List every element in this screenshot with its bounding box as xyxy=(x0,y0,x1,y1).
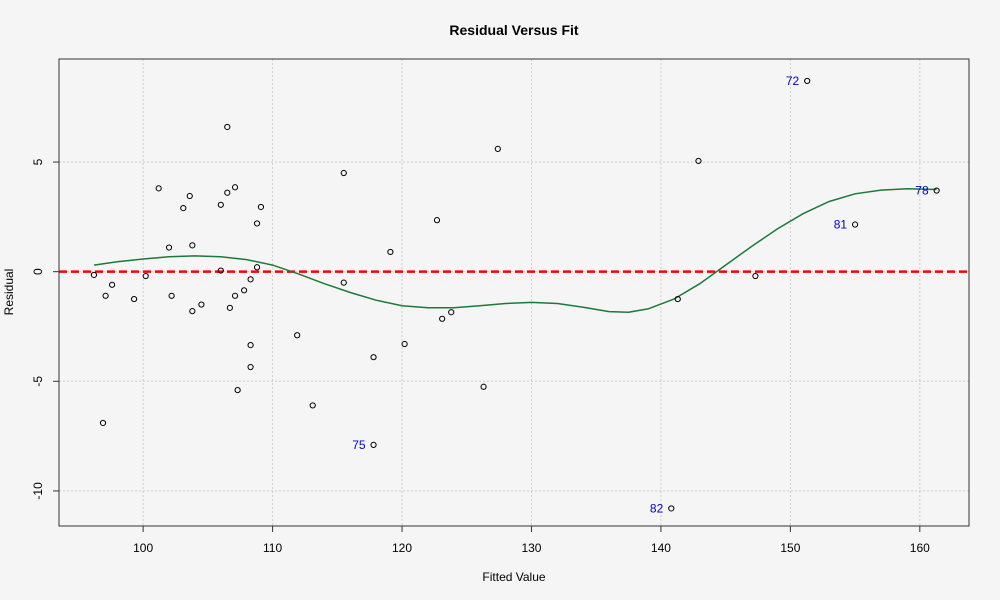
data-point xyxy=(186,192,193,200)
data-point xyxy=(108,281,116,288)
data-point xyxy=(90,271,98,279)
data-point xyxy=(480,383,487,390)
data-point xyxy=(231,292,239,299)
data-point xyxy=(370,441,377,448)
data-point xyxy=(189,308,196,315)
data-point xyxy=(257,203,265,211)
data-points xyxy=(90,77,940,512)
data-point xyxy=(241,287,248,294)
data-point xyxy=(439,315,446,322)
point-annotations: 75 82 72 81 78 xyxy=(352,74,929,516)
smooth-fit-line xyxy=(93,188,937,313)
data-point xyxy=(370,354,377,361)
data-point xyxy=(933,187,940,194)
data-point xyxy=(217,267,224,274)
data-point xyxy=(99,419,107,427)
point-label: 81 xyxy=(834,218,848,232)
data-point xyxy=(387,248,394,256)
point-label: 72 xyxy=(786,74,800,88)
point-label: 75 xyxy=(352,438,366,452)
data-point xyxy=(247,363,254,371)
data-point xyxy=(189,242,196,249)
data-point xyxy=(253,220,261,227)
y-tick-label: -10 xyxy=(31,482,45,500)
data-point xyxy=(130,295,138,303)
data-point xyxy=(494,145,501,152)
y-tick-label: -5 xyxy=(31,376,45,387)
data-point xyxy=(668,505,675,512)
data-point xyxy=(253,264,261,271)
plot-frame xyxy=(58,58,970,527)
data-point xyxy=(168,292,175,299)
y-tick-label: 0 xyxy=(31,268,45,275)
x-tick-label: 110 xyxy=(263,541,282,555)
point-label: 78 xyxy=(915,184,929,198)
data-point xyxy=(247,342,254,349)
data-point xyxy=(448,309,455,316)
y-axis-ticks: -10 -5 0 5 xyxy=(31,158,59,500)
data-point xyxy=(851,221,859,228)
data-point xyxy=(433,217,441,224)
grid-lines xyxy=(59,59,969,526)
data-point xyxy=(165,244,173,251)
data-point xyxy=(217,201,224,208)
data-point xyxy=(180,204,187,212)
x-tick-label: 140 xyxy=(651,541,671,555)
data-point xyxy=(226,304,233,311)
data-point xyxy=(674,295,681,303)
data-point xyxy=(695,157,702,165)
data-point xyxy=(309,402,316,409)
point-label: 82 xyxy=(650,501,664,515)
data-point xyxy=(231,184,239,191)
data-point xyxy=(155,185,162,192)
data-point xyxy=(294,332,301,339)
x-tick-label: 150 xyxy=(780,541,800,555)
data-point xyxy=(340,279,347,286)
data-point xyxy=(224,123,231,131)
data-point xyxy=(224,189,231,196)
data-point xyxy=(198,301,205,308)
x-axis-ticks: 100 110 120 130 140 150 160 xyxy=(133,526,930,555)
data-point xyxy=(340,169,347,177)
data-point xyxy=(752,272,759,280)
data-point xyxy=(102,292,109,299)
data-point xyxy=(234,386,241,394)
chart-title: Residual Versus Fit xyxy=(449,22,578,38)
x-tick-label: 130 xyxy=(521,541,541,555)
x-tick-label: 120 xyxy=(392,541,412,555)
data-point xyxy=(401,340,408,348)
y-axis-label: Residual xyxy=(2,269,16,316)
x-tick-label: 100 xyxy=(133,541,153,555)
data-point xyxy=(142,272,149,280)
x-axis-label: Fitted Value xyxy=(482,570,545,584)
data-point xyxy=(247,276,254,283)
y-tick-label: 5 xyxy=(31,158,45,165)
x-tick-label: 160 xyxy=(910,541,930,555)
data-point xyxy=(804,77,811,85)
